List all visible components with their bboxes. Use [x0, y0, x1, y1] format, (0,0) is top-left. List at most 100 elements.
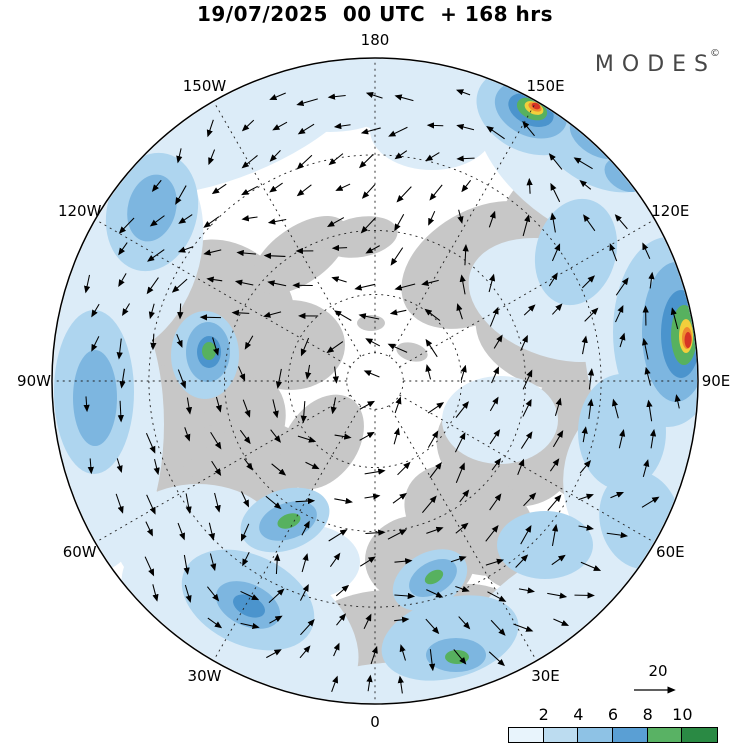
wind-arrow: [269, 182, 283, 193]
lon-label-30W: 30W: [187, 667, 222, 686]
wind-arrow: [118, 273, 127, 288]
wind-arrow: [551, 554, 566, 566]
wind-arrow: [145, 521, 153, 537]
wind-arrow: [300, 618, 315, 636]
wind-arrow: [208, 522, 216, 541]
wind-arrow: [146, 494, 156, 515]
colorbar-segment: [578, 728, 613, 742]
wind-arrow: [426, 589, 444, 598]
wind-arrow: [615, 305, 624, 323]
colorbar: 2 4 6 8 10: [508, 705, 718, 743]
land-blob: [235, 300, 345, 390]
wind-arrow: [240, 523, 250, 542]
wind-arrow: [396, 186, 412, 203]
wind-arrow: [299, 645, 311, 659]
wind-arrow: [151, 179, 162, 192]
lon-label-90E: 90E: [701, 372, 731, 390]
colorbar-tick-label: 10: [672, 705, 693, 724]
shading-blob: [73, 350, 117, 446]
wind-arrow: [175, 185, 187, 205]
wind-arrow: [523, 304, 536, 316]
wind-arrow: [234, 279, 254, 286]
wind-arrow: [116, 338, 123, 360]
wind-arrow: [119, 368, 126, 389]
wind-arrow: [206, 586, 220, 602]
wind-arrow: [118, 242, 128, 256]
wind-arrow: [522, 214, 531, 237]
wind-arrow: [207, 617, 223, 629]
wind-arrow: [581, 426, 588, 443]
wind-arrow: [425, 364, 432, 380]
wind-arrow: [547, 592, 568, 599]
wind-arrow: [363, 370, 380, 378]
wind-arrow: [551, 303, 563, 315]
colorbar-tick-label: 8: [642, 705, 653, 724]
shading-blob: [233, 594, 265, 618]
wind-arrow: [206, 276, 223, 283]
wind-arrow: [359, 153, 374, 169]
shading-blob: [497, 511, 593, 579]
wind-arrow: [364, 493, 381, 500]
wind-arrow: [146, 277, 159, 295]
wind-arrow: [619, 332, 626, 348]
wind-arrow: [399, 644, 406, 661]
map-boundary: [51, 57, 699, 705]
wind-arrow: [429, 184, 443, 201]
wind-arrow: [486, 125, 505, 140]
wind-arrow: [333, 310, 352, 321]
wind-arrow: [455, 462, 465, 483]
wind-arrow: [394, 214, 405, 232]
wind-arrow: [462, 243, 469, 266]
shading-blob: [260, 60, 400, 132]
wind-arrow: [581, 275, 595, 289]
wind-arrow: [212, 337, 220, 356]
wind-arrow: [240, 622, 260, 630]
wind-arrow: [116, 458, 123, 473]
shading-blob: [578, 374, 666, 490]
land-blob: [252, 215, 348, 295]
wind-arrow: [520, 431, 533, 449]
lon-label-150W: 150W: [182, 76, 227, 95]
wind-arrow: [427, 430, 439, 448]
wind-arrow: [520, 334, 528, 351]
wind-arrow: [488, 210, 496, 228]
wind-arrow: [242, 551, 250, 567]
wind-arrow: [296, 98, 318, 107]
colorbar-tick-label: 2: [538, 705, 549, 724]
wind-arrow: [428, 649, 436, 672]
wind-arrow: [335, 584, 350, 597]
wind-arrow: [674, 394, 681, 409]
wind-arrow: [208, 149, 216, 166]
wind-arrow: [523, 492, 537, 507]
wind-arrow: [239, 429, 251, 445]
wind-arrow: [644, 366, 652, 386]
wind-arrow: [370, 645, 378, 665]
wind-arrow: [183, 554, 190, 576]
wind-arrow: [115, 493, 124, 514]
wind-arrow: [270, 429, 281, 443]
wind-arrow: [581, 335, 588, 355]
wind-arrow: [460, 364, 467, 381]
wind-arrow: [388, 126, 408, 137]
wind-arrow: [327, 93, 346, 100]
wind-arrow: [487, 591, 507, 602]
wind-arrow: [185, 493, 192, 515]
wind-arrow: [610, 491, 625, 499]
wind-arrow: [272, 121, 288, 131]
wind-arrow: [455, 89, 471, 96]
wind-arrow: [485, 524, 499, 542]
wind-arrow: [177, 246, 194, 253]
wind-arrow: [387, 529, 407, 540]
wind-arrow: [459, 274, 466, 295]
wind-arrow: [427, 402, 445, 414]
wind-arrow: [153, 459, 160, 476]
wind-arrow: [550, 182, 561, 203]
wind-arrow: [397, 675, 404, 694]
wind-arrow: [387, 343, 408, 353]
wind-arrow: [456, 303, 463, 320]
map-field: [53, 59, 697, 703]
wind-arrow: [548, 272, 558, 287]
wind-arrow: [648, 271, 655, 289]
land-blob: [396, 342, 428, 362]
